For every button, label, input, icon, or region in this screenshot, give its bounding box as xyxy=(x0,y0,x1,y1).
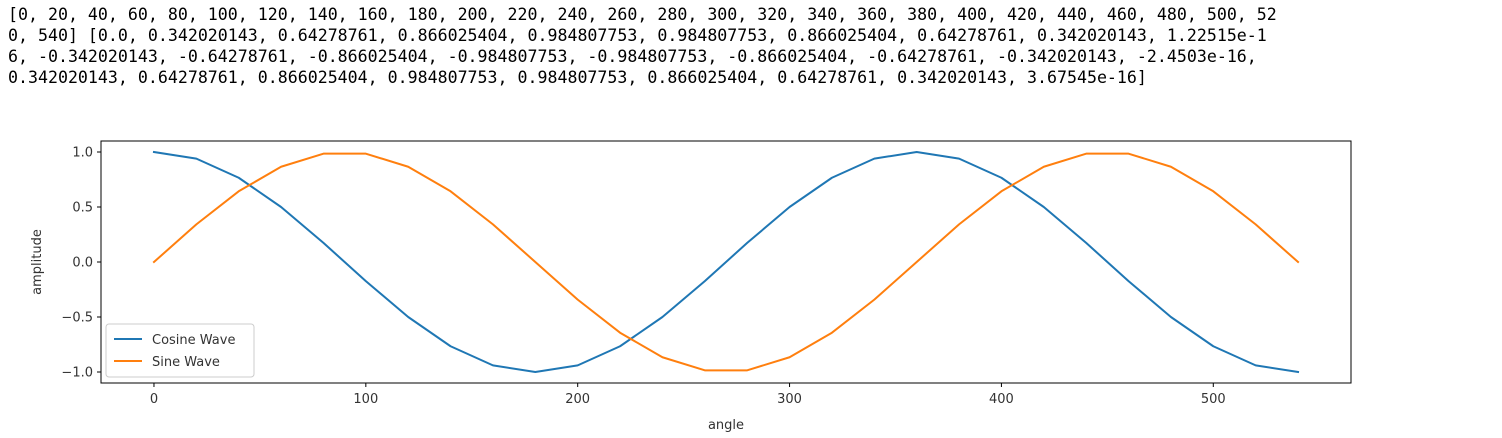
legend-label: Cosine Wave xyxy=(152,333,235,348)
y-tick-label: 0.0 xyxy=(72,256,93,271)
output-line: [0, 20, 40, 60, 80, 100, 120, 140, 160, … xyxy=(8,5,1277,24)
legend-label: Sine Wave xyxy=(152,355,220,370)
line-chart: 0 100 200 300 400 500 −1.0 −0.5 0.0 0.5 1.0 angle am… xyxy=(30,140,1352,433)
cosine-wave-line xyxy=(152,150,1300,374)
legend-box xyxy=(105,323,255,378)
output-line: 0, 540] [0.0, 0.342020143, 0.64278761, 0… xyxy=(8,26,1267,45)
y-axis-label: amplitude xyxy=(30,229,45,295)
cell-output-text: [0, 20, 40, 60, 80, 100, 120, 140, 160, … xyxy=(8,4,1492,88)
output-line: 6, -0.342020143, -0.64278761, -0.8660254… xyxy=(8,47,1257,66)
x-axis-label: angle xyxy=(708,418,744,433)
x-tick-label: 100 xyxy=(353,392,378,407)
x-tick-label: 0 xyxy=(150,392,158,407)
output-line: 0.342020143, 0.64278761, 0.866025404, 0.… xyxy=(8,68,1147,87)
y-tick-label: −1.0 xyxy=(61,366,93,381)
y-tick-label: 1.0 xyxy=(72,146,93,161)
y-tick-label: −0.5 xyxy=(61,311,93,326)
y-tick-label: 0.5 xyxy=(72,201,93,216)
sine-wave-line xyxy=(152,152,1300,372)
x-tick-label: 300 xyxy=(777,392,802,407)
x-tick-label: 200 xyxy=(565,392,590,407)
x-tick-label: 500 xyxy=(1201,392,1226,407)
x-tick-label: 400 xyxy=(989,392,1014,407)
